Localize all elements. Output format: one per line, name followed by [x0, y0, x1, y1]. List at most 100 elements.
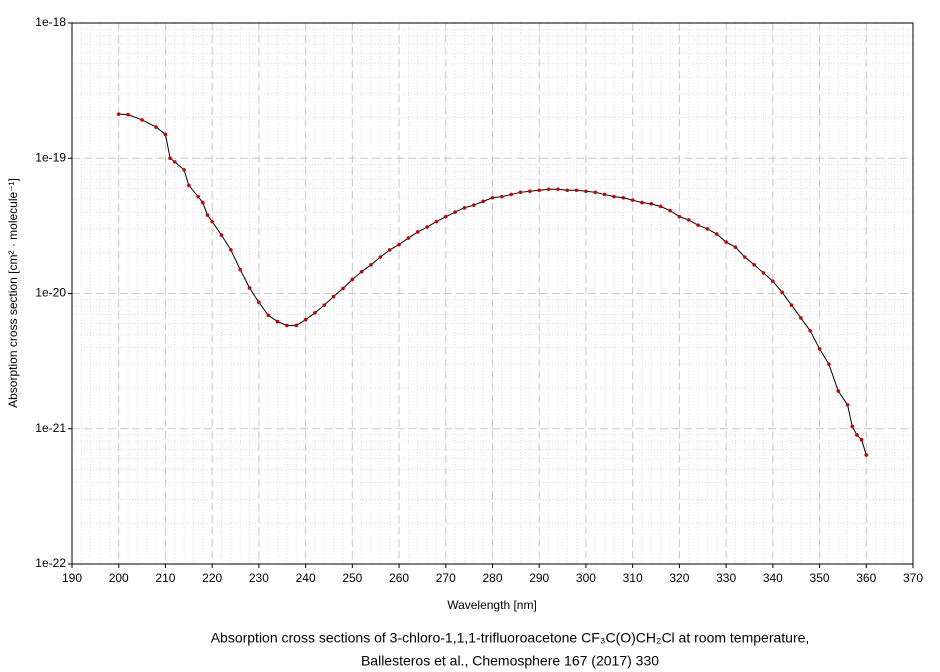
point: [266, 313, 271, 318]
point: [172, 160, 177, 164]
x-tick-label: 320: [669, 571, 689, 585]
point: [649, 202, 654, 206]
point: [350, 277, 355, 282]
caption: Ballesteros et al., Chemosphere 167 (201…: [361, 653, 659, 669]
point: [219, 233, 224, 237]
point: [556, 187, 560, 192]
point: [387, 248, 392, 252]
point: [397, 242, 401, 247]
point: [850, 424, 855, 429]
point: [322, 303, 327, 307]
x-tick-label: 190: [62, 571, 82, 585]
y-tick-label: 1e-18: [35, 15, 66, 29]
point: [210, 219, 214, 224]
point: [574, 188, 579, 193]
x-tick-label: 280: [482, 571, 502, 585]
point: [341, 286, 345, 291]
point: [621, 196, 626, 200]
point: [472, 203, 476, 207]
point: [285, 323, 289, 328]
point: [808, 328, 813, 333]
point: [827, 362, 831, 367]
point: [855, 433, 859, 437]
x-tick-label: 300: [576, 571, 596, 585]
x-tick-label: 340: [763, 571, 783, 585]
point: [294, 323, 299, 328]
x-tick-label: 270: [436, 571, 456, 585]
point: [187, 183, 191, 188]
point: [257, 300, 261, 305]
x-tick-label: 240: [296, 571, 316, 585]
point: [378, 255, 383, 259]
point: [168, 156, 172, 161]
point: [163, 132, 168, 137]
point: [799, 316, 803, 320]
y-tick-label: 1e-22: [35, 556, 66, 570]
point: [780, 290, 784, 295]
point: [453, 210, 457, 214]
caption: Absorption cross sections of 3-chloro-1,…: [211, 630, 810, 646]
point: [565, 188, 570, 193]
point: [434, 219, 439, 224]
point: [425, 225, 429, 229]
point: [313, 310, 317, 315]
point: [859, 437, 864, 442]
y-axis-label: Absorption cross section [cm² · molecule…: [6, 178, 20, 408]
point: [771, 279, 775, 284]
point: [593, 190, 598, 195]
point: [546, 187, 551, 192]
point: [462, 206, 467, 210]
x-tick-label: 310: [623, 571, 643, 585]
point: [630, 198, 635, 202]
point: [658, 204, 663, 209]
point: [443, 214, 448, 219]
point: [140, 118, 144, 122]
x-tick-label: 260: [389, 571, 409, 585]
point: [845, 403, 850, 407]
x-tick-label: 370: [903, 571, 923, 585]
point: [714, 232, 719, 236]
x-tick-label: 290: [529, 571, 549, 585]
point: [817, 347, 822, 351]
point: [724, 240, 728, 244]
point: [686, 218, 691, 222]
point: [537, 188, 542, 193]
point: [303, 317, 308, 322]
y-tick-label: 1e-21: [35, 421, 66, 435]
point: [116, 112, 121, 116]
x-tick-label: 230: [249, 571, 269, 585]
point: [705, 227, 710, 231]
point: [612, 194, 616, 199]
point: [761, 271, 766, 275]
point: [640, 200, 644, 205]
point: [247, 286, 252, 290]
point: [359, 269, 364, 274]
point: [864, 453, 869, 457]
point: [275, 319, 280, 324]
point: [677, 214, 682, 219]
x-tick-label: 200: [109, 571, 129, 585]
point: [490, 196, 495, 200]
x-axis-label: Wavelength [nm]: [447, 598, 537, 612]
plot-frame: [71, 22, 914, 565]
point: [602, 192, 607, 197]
x-tick-label: 220: [202, 571, 222, 585]
y-tick-label: 1e-19: [35, 150, 66, 164]
x-tick-label: 360: [856, 571, 876, 585]
x-tick-label: 350: [810, 571, 830, 585]
point: [481, 199, 485, 204]
point: [509, 192, 513, 197]
point: [238, 267, 242, 272]
point: [733, 245, 738, 249]
point: [126, 112, 130, 117]
point: [789, 303, 794, 307]
x-tick-label: 330: [716, 571, 736, 585]
x-tick-label: 210: [155, 571, 175, 585]
point: [182, 168, 186, 172]
y-tick-label: 1e-20: [35, 286, 66, 300]
point: [528, 189, 532, 194]
point: [752, 263, 756, 267]
point: [196, 194, 200, 199]
